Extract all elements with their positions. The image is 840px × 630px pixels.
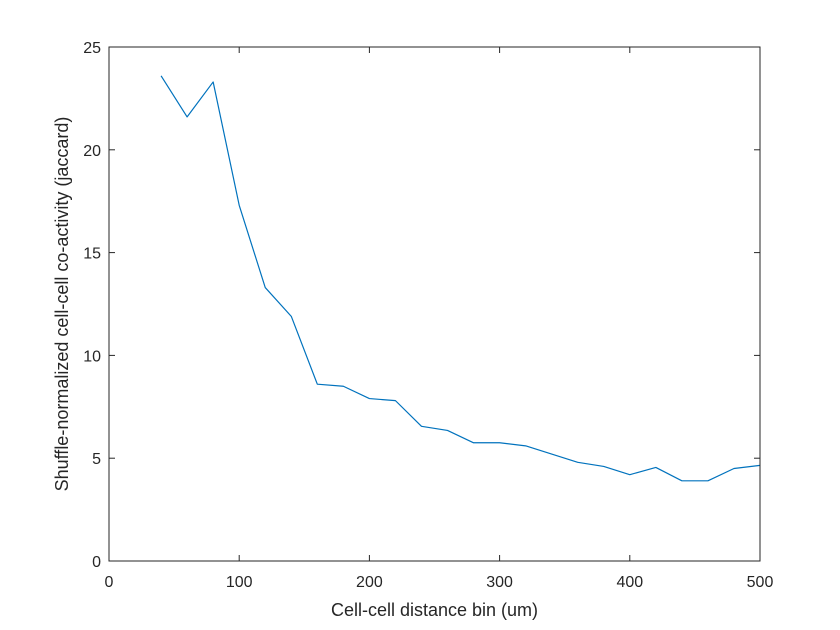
data-point xyxy=(654,466,657,469)
data-point xyxy=(394,399,397,402)
y-tick-label: 20 xyxy=(83,143,101,160)
x-axis-label: Cell-cell distance bin (um) xyxy=(331,600,538,620)
x-tick-label: 200 xyxy=(356,574,383,591)
data-point xyxy=(420,425,423,428)
data-point xyxy=(446,429,449,432)
x-tick-label: 100 xyxy=(226,574,253,591)
x-tick-label: 500 xyxy=(747,574,774,591)
series-line xyxy=(160,75,761,482)
data-point xyxy=(316,383,319,386)
y-tick-label: 15 xyxy=(83,246,101,263)
data-point xyxy=(238,204,241,207)
data-point xyxy=(498,441,501,444)
data-point xyxy=(680,479,683,482)
data-point xyxy=(290,315,293,318)
data-point xyxy=(368,397,371,400)
data-point xyxy=(602,465,605,468)
data-point xyxy=(706,479,709,482)
y-tick-labels: 0 5 10 15 20 25 xyxy=(83,40,101,571)
series-layer xyxy=(160,74,761,482)
y-tick-label: 5 xyxy=(92,451,101,468)
y-tick-label: 25 xyxy=(83,40,101,57)
data-point xyxy=(524,444,527,447)
plot-frame xyxy=(108,46,761,562)
y-tick-label: 10 xyxy=(83,348,101,365)
data-point xyxy=(160,74,163,77)
y-axis-label: Shuffle-normalized cell-cell co-activity… xyxy=(52,117,72,492)
x-tick-label: 0 xyxy=(105,574,114,591)
data-point xyxy=(550,453,553,456)
data-point xyxy=(212,80,215,83)
y-tick-label: 0 xyxy=(92,554,101,571)
data-point xyxy=(576,461,579,464)
data-point xyxy=(264,286,267,289)
x-tick-label: 400 xyxy=(616,574,643,591)
data-point xyxy=(732,467,735,470)
data-point xyxy=(472,441,475,444)
x-tick-labels: 0 100 200 300 400 500 xyxy=(105,574,774,591)
x-tick-label: 300 xyxy=(486,574,513,591)
data-point xyxy=(186,115,189,118)
plot-area xyxy=(109,47,760,561)
data-point xyxy=(342,385,345,388)
data-point xyxy=(628,473,631,476)
